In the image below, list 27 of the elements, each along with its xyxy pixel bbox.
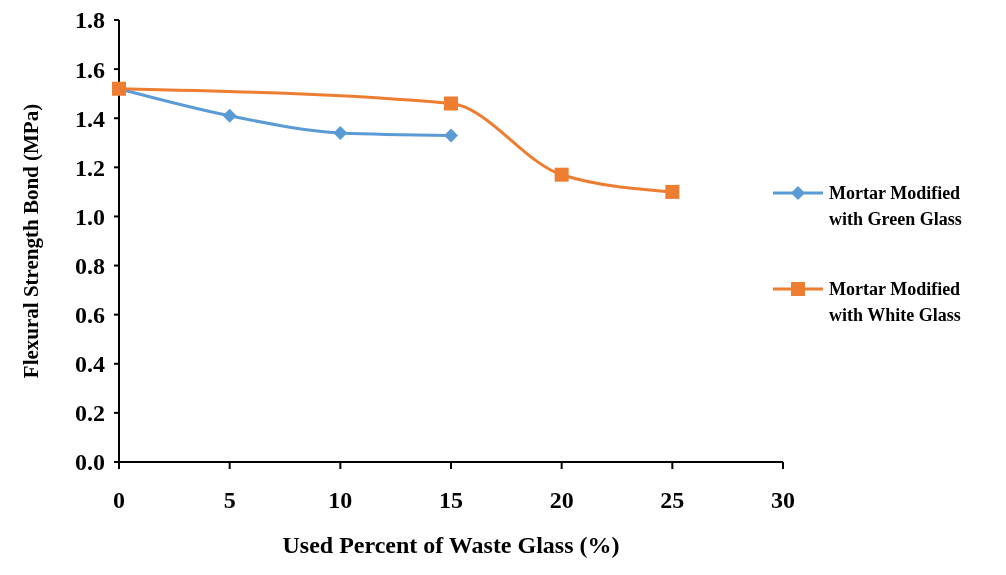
x-tick-label: 30	[771, 487, 795, 513]
y-tick-label: 0.0	[75, 449, 105, 476]
y-tick-label: 1.4	[75, 105, 105, 132]
point	[665, 184, 680, 199]
legend-label: Mortar Modified with Green Glass	[829, 183, 962, 230]
x-tick-label: 20	[549, 487, 574, 513]
point	[333, 125, 348, 140]
x-tick-label: 5	[223, 487, 236, 513]
point	[222, 108, 237, 123]
y-tick-label: 1.2	[75, 154, 105, 181]
point	[444, 96, 458, 111]
x-tick-label: 15	[439, 487, 463, 513]
x-tick-label: 10	[328, 487, 353, 513]
x-axis-title: Used Percent of Waste Glass (%)	[282, 532, 620, 558]
y-tick-label: 0.4	[75, 351, 105, 378]
y-tick-label: 1.6	[75, 56, 105, 83]
y-tick-label: 1.0	[75, 203, 105, 230]
x-tick-label: 25	[660, 487, 685, 513]
x-tick-label: 0	[113, 487, 125, 513]
point	[554, 167, 569, 182]
legend-label: Mortar Modified with White Glass	[829, 279, 961, 326]
y-tick-label: 0.2	[75, 400, 105, 427]
point	[444, 128, 458, 143]
y-tick-label: 1.8	[75, 7, 105, 34]
y-tick-label: 0.8	[75, 252, 105, 279]
y-tick-label: 0.6	[75, 302, 105, 329]
y-axis-title: Flexural Strength Bond (MPa)	[19, 103, 43, 379]
